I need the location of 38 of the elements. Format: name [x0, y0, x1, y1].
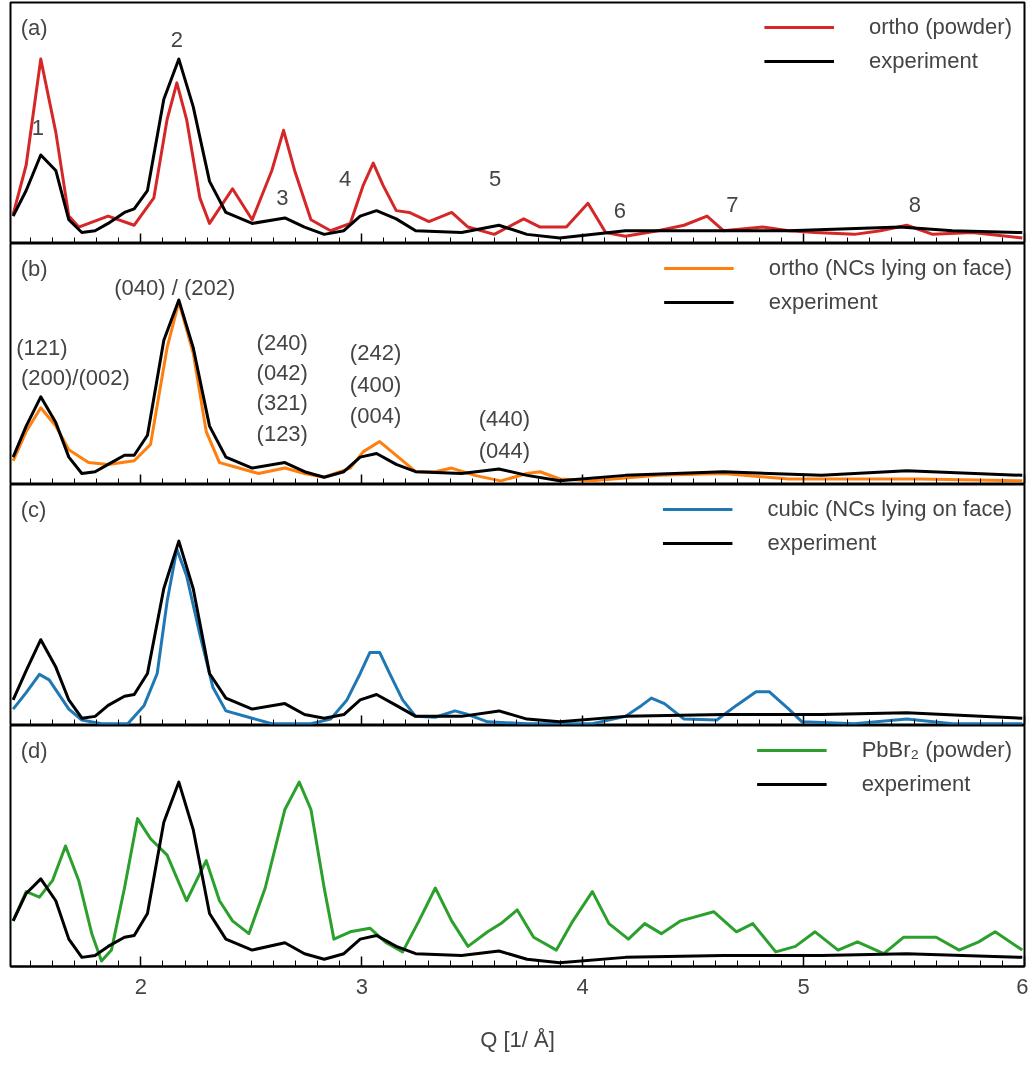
legend-label: experiment	[767, 530, 877, 556]
annotation: (044)	[478, 437, 530, 463]
annotation: 4	[339, 165, 352, 191]
text: (d)	[20, 737, 48, 763]
annotation: (200)/(002)	[20, 364, 130, 390]
x-tick-label: 6	[1016, 973, 1029, 999]
legend-label: PbBr₂ (powder)	[861, 737, 1012, 763]
annotation: (321)	[256, 390, 308, 416]
legend-label: experiment	[768, 289, 878, 315]
annotation: (042)	[256, 359, 308, 385]
annotation: 3	[276, 185, 289, 211]
text: (c)	[20, 496, 47, 522]
legend-label: cubic (NCs lying on face)	[767, 496, 1012, 522]
annotation: (040) / (202)	[114, 275, 236, 301]
x-tick-label: 4	[576, 973, 589, 999]
legend-label: experiment	[868, 48, 978, 74]
annotation: 6	[613, 198, 627, 224]
x-tick-label: 2	[134, 973, 147, 999]
annotation: 5	[489, 165, 502, 191]
annotation: (440)	[478, 406, 530, 432]
legend-label: experiment	[861, 771, 971, 797]
annotation: (242)	[349, 340, 402, 366]
annotation: (240)	[256, 329, 308, 355]
annotation: (121)	[16, 334, 68, 360]
legend-label: ortho (NCs lying on face)	[768, 255, 1012, 281]
x-tick-label: 5	[797, 973, 810, 999]
legend-label: ortho (powder)	[868, 14, 1012, 40]
annotation: (004)	[349, 403, 402, 429]
text: (a)	[20, 14, 48, 40]
text: (b)	[20, 255, 48, 281]
annotation: 7	[726, 192, 739, 218]
annotation: 8	[908, 192, 922, 218]
text: 2	[170, 27, 183, 53]
annotation: (123)	[256, 421, 308, 447]
x-axis-title: Q [1/ Å]	[480, 1026, 555, 1052]
annotation: 1	[31, 115, 45, 141]
x-tick-label: 3	[355, 973, 368, 999]
annotation: (400)	[349, 371, 402, 397]
